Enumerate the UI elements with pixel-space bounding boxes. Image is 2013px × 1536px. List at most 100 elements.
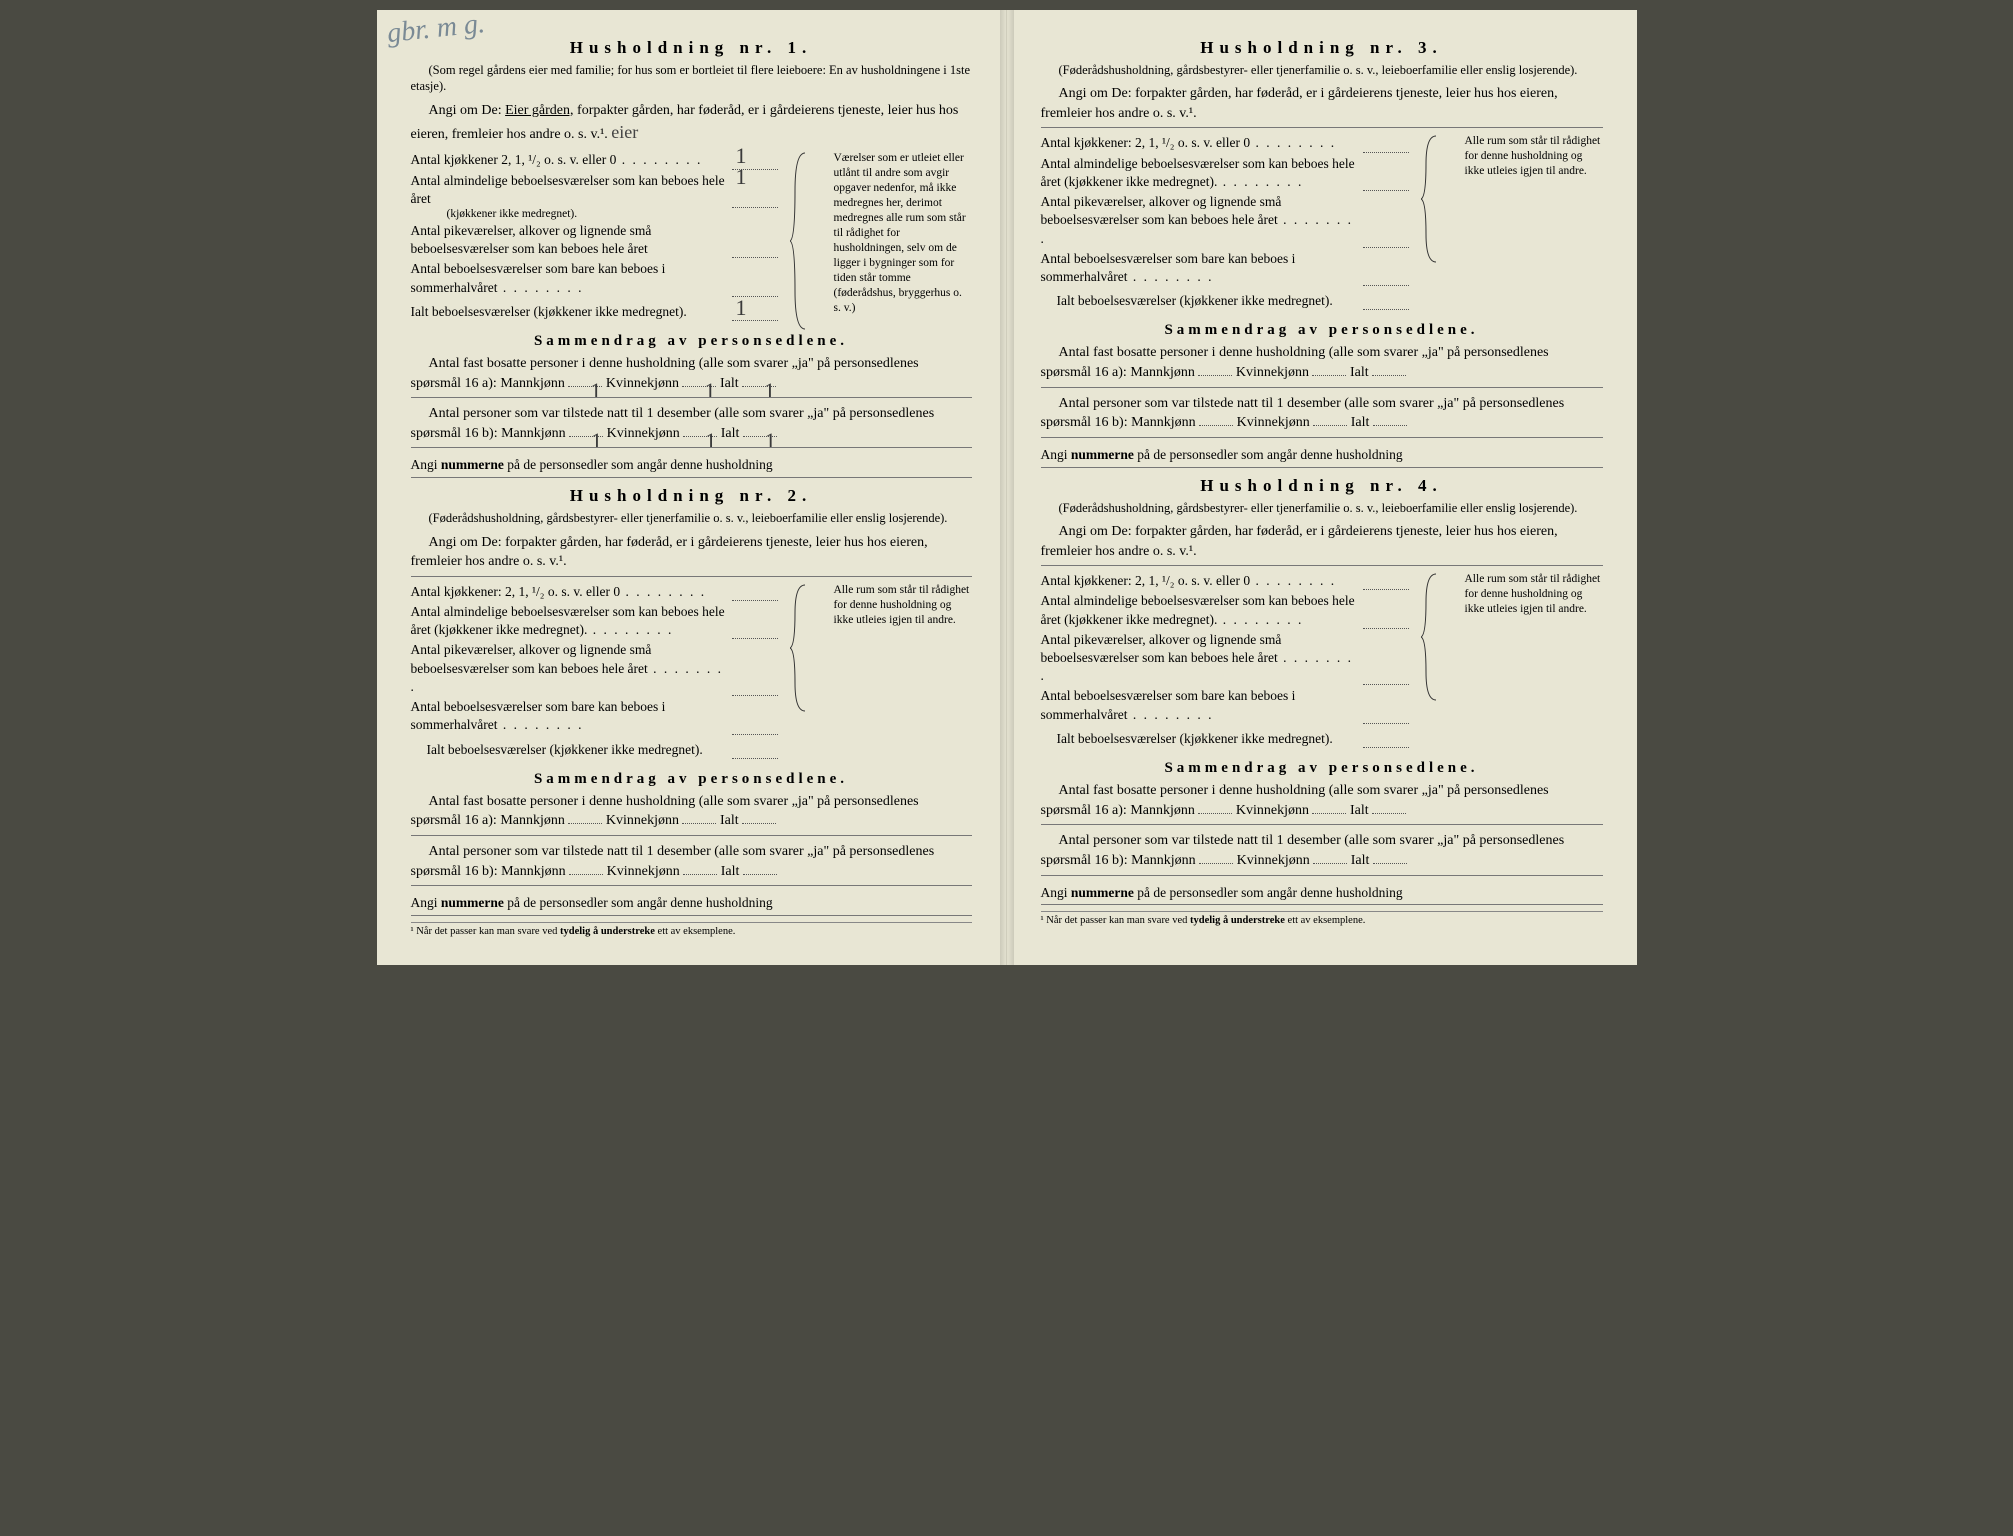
h4-angi-num: Angi nummerne på de personsedler som ang… bbox=[1041, 882, 1603, 906]
h1-rooms-row: Antal almindelige beboelsesværelser som … bbox=[411, 172, 778, 208]
h1-sumB-k-label: Kvinnekjønn bbox=[607, 426, 680, 441]
household-2: Husholdning nr. 2. (Føderådshusholdning,… bbox=[411, 486, 972, 937]
household-3: Husholdning nr. 3. (Føderådshusholdning,… bbox=[1041, 38, 1603, 468]
h2-rule1 bbox=[411, 834, 972, 836]
h3-sumA-m bbox=[1198, 375, 1232, 376]
h4-r3-b bbox=[1363, 631, 1409, 686]
h1-sumB-i: 1 bbox=[743, 436, 777, 437]
h4-sumB-k bbox=[1313, 863, 1347, 864]
h1-sumA-k-label: Kvinnekjønn bbox=[606, 376, 679, 391]
h2-sumA-i-label: Ialt bbox=[720, 813, 739, 828]
h3-r2-row: Antal almindelige beboelsesværelser som … bbox=[1041, 155, 1409, 191]
h3-sumA-i-label: Ialt bbox=[1350, 365, 1369, 380]
h1-summerrooms-label: Antal beboelsesværelser som bare kan beb… bbox=[411, 260, 726, 296]
h1-sidenote: Værelser som er utleiet eller utlånt til… bbox=[822, 151, 972, 323]
h4-angi: Angi om De: forpakter gården, har føderå… bbox=[1041, 522, 1603, 561]
h1-sumA-i-hw: 1 bbox=[746, 376, 775, 407]
h2-r1-blank bbox=[732, 583, 778, 601]
h2-r3: Antal pikeværelser, alkover og lignende … bbox=[411, 641, 726, 696]
h2-sumB: Antal personer som var tilstede natt til… bbox=[411, 842, 972, 881]
left-footnote: ¹ Når det passer kan man svare ved tydel… bbox=[411, 922, 972, 937]
h4-subnote: (Føderådshusholdning, gårdsbestyrer- ell… bbox=[1041, 500, 1603, 516]
h1-summerrooms-row: Antal beboelsesværelser som bare kan beb… bbox=[411, 260, 778, 296]
h4-brace bbox=[1421, 572, 1441, 750]
h4-sumA: Antal fast bosatte personer i denne hush… bbox=[1041, 781, 1603, 820]
h4-r5-row: Ialt beboelsesværelser (kjøkkener ikke m… bbox=[1041, 730, 1409, 748]
h1-totalrooms-value: 1 bbox=[736, 293, 747, 323]
h2-rooms-row: Antal almindelige beboelsesværelser som … bbox=[411, 603, 778, 639]
h4-sumA-k-label: Kvinnekjønn bbox=[1236, 803, 1309, 818]
h4-r3-row: Antal pikeværelser, alkover og lignende … bbox=[1041, 631, 1409, 686]
h1-sumB-k: 1 bbox=[683, 436, 717, 437]
h4-sidenote: Alle rum som står til rådighet for denne… bbox=[1453, 572, 1603, 750]
household-1: Husholdning nr. 1. (Som regel gårdens ei… bbox=[411, 38, 972, 478]
h1-subnote: (Som regel gårdens eier med familie; for… bbox=[411, 62, 972, 95]
h1-sumA-text: Antal fast bosatte personer i denne hush… bbox=[411, 354, 972, 393]
h1-kitchens-row: Antal kjøkkener 2, 1, ¹/₂ o. s. v. eller… bbox=[411, 151, 778, 169]
h3-sumA-k bbox=[1312, 375, 1346, 376]
h2-r2-blank bbox=[732, 603, 778, 639]
h3-sumB: Antal personer som var tilstede natt til… bbox=[1041, 394, 1603, 433]
h2-sumB-k-label: Kvinnekjønn bbox=[607, 864, 680, 879]
h1-sumB-i-label: Ialt bbox=[721, 426, 740, 441]
h3-angi-num-t: Angi nummerne på de personsedler som ang… bbox=[1041, 447, 1403, 462]
footnote-text: ¹ Når det passer kan man svare ved tydel… bbox=[411, 926, 736, 937]
h1-maidrooms-label: Antal pikeværelser, alkover og lignende … bbox=[411, 222, 726, 258]
h4-sumB: Antal personer som var tilstede natt til… bbox=[1041, 831, 1603, 870]
h3-r5: Ialt beboelsesværelser (kjøkkener ikke m… bbox=[1057, 292, 1357, 310]
h2-angi-rule bbox=[411, 575, 972, 577]
h1-rule2 bbox=[411, 446, 972, 448]
h3-r4: Antal beboelsesværelser som bare kan beb… bbox=[1041, 250, 1357, 286]
h4-r5-b bbox=[1363, 730, 1409, 748]
h3-rooms-block: Antal kjøkkener: 2, 1, ¹/₂ o. s. v. elle… bbox=[1041, 134, 1603, 312]
h4-rooms-block: Antal kjøkkener: 2, 1, ¹/₂ o. s. v. elle… bbox=[1041, 572, 1603, 750]
h3-r3-b bbox=[1363, 193, 1409, 248]
h3-sumA-k-label: Kvinnekjønn bbox=[1236, 365, 1309, 380]
h2-sumB-i bbox=[743, 874, 777, 875]
h1-sumB-i-hw: 1 bbox=[747, 426, 776, 457]
h3-angi-rule bbox=[1041, 126, 1603, 128]
h3-sumB-m bbox=[1199, 425, 1233, 426]
h1-sumA-k: 1 bbox=[682, 386, 716, 387]
h3-r5-row: Ialt beboelsesværelser (kjøkkener ikke m… bbox=[1041, 292, 1409, 310]
h2-r4: Antal beboelsesværelser som bare kan beb… bbox=[411, 698, 726, 734]
h2-r2: Antal almindelige beboelsesværelser som … bbox=[411, 603, 726, 639]
h2-sumA-k-label: Kvinnekjønn bbox=[606, 813, 679, 828]
document-spread: gbr. m g. Husholdning nr. 1. (Som regel … bbox=[377, 10, 1637, 965]
h2-subnote: (Føderådshusholdning, gårdsbestyrer- ell… bbox=[411, 510, 972, 526]
h1-angi-num-pre: Angi nummerne på de personsedler som ang… bbox=[411, 457, 773, 472]
h4-sumB-k-label: Kvinnekjønn bbox=[1237, 853, 1310, 868]
h1-maidrooms-row: Antal pikeværelser, alkover og lignende … bbox=[411, 222, 778, 258]
h2-kitchens-row: Antal kjøkkener: 2, 1, ¹/₂ o. s. v. elle… bbox=[411, 583, 778, 601]
h4-title: Husholdning nr. 4. bbox=[1041, 476, 1603, 496]
h3-angi: Angi om De: forpakter gården, har føderå… bbox=[1041, 84, 1603, 123]
h3-sumB-i-label: Ialt bbox=[1351, 415, 1370, 430]
h2-rooms-block: Antal kjøkkener: 2, 1, ¹/₂ o. s. v. elle… bbox=[411, 583, 972, 761]
h4-r3: Antal pikeværelser, alkover og lignende … bbox=[1041, 631, 1357, 686]
h1-angi-underlined: Eier gården, bbox=[505, 103, 573, 118]
h4-sumB-i-label: Ialt bbox=[1351, 853, 1370, 868]
h2-title: Husholdning nr. 2. bbox=[411, 486, 972, 506]
h2-angi-num-pre: Angi nummerne på de personsedler som ang… bbox=[411, 895, 773, 910]
right-footnote: ¹ Når det passer kan man svare ved tydel… bbox=[1041, 911, 1603, 926]
h1-totalrooms-label: Ialt beboelsesværelser (kjøkkener ikke m… bbox=[411, 303, 726, 321]
h1-kitchens-label: Antal kjøkkener 2, 1, ¹/₂ o. s. v. eller… bbox=[411, 151, 726, 169]
h2-rule2 bbox=[411, 884, 972, 886]
h1-summary-title: Sammendrag av personsedlene. bbox=[411, 333, 972, 350]
h4-r4-b bbox=[1363, 687, 1409, 723]
right-footnote-text: ¹ Når det passer kan man svare ved tydel… bbox=[1041, 915, 1366, 926]
h1-title: Husholdning nr. 1. bbox=[411, 38, 972, 58]
h1-rule1 bbox=[411, 396, 972, 398]
h2-totalrooms-row: Ialt beboelsesværelser (kjøkkener ikke m… bbox=[411, 741, 778, 759]
h3-r1-row: Antal kjøkkener: 2, 1, ¹/₂ o. s. v. elle… bbox=[1041, 134, 1409, 152]
h2-angi: Angi om De: forpakter gården, har føderå… bbox=[411, 533, 972, 572]
h1-sumA-m: 1 bbox=[568, 386, 602, 387]
h3-r1: Antal kjøkkener: 2, 1, ¹/₂ o. s. v. elle… bbox=[1041, 134, 1357, 152]
h4-sumA-i bbox=[1372, 813, 1406, 814]
h1-sumB-k-hw: 1 bbox=[687, 426, 716, 457]
h3-r5-b bbox=[1363, 292, 1409, 310]
h4-sumA-m bbox=[1198, 813, 1232, 814]
h2-sumB-i-label: Ialt bbox=[721, 864, 740, 879]
h2-r4-blank bbox=[732, 698, 778, 734]
h3-title: Husholdning nr. 3. bbox=[1041, 38, 1603, 58]
